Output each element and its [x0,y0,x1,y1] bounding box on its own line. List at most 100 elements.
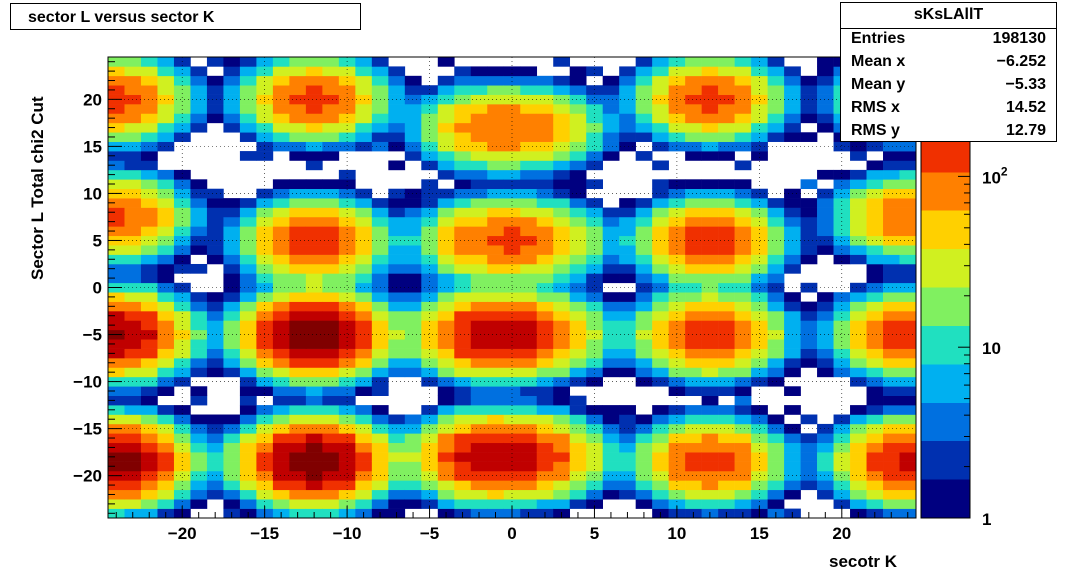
heatmap-cell [470,75,488,86]
heatmap-cell [883,273,900,284]
heatmap-cell [536,198,554,208]
heatmap-cell [289,273,307,284]
heatmap-cell [173,311,191,321]
heatmap-cell [124,85,142,95]
heatmap-cell [140,480,158,491]
heatmap-cell [437,226,455,237]
heatmap-cell [470,461,488,472]
heatmap-cell [520,160,538,171]
heatmap-cell [437,395,455,406]
heatmap-cell [817,216,834,227]
heatmap-cell [850,414,867,425]
heatmap-cell [800,320,818,331]
heatmap-cell [272,216,290,227]
heatmap-cell [108,442,125,453]
heatmap-cell [190,226,208,237]
heatmap-cell [817,339,834,349]
heatmap-cell [272,339,290,349]
heatmap-cell [883,226,900,237]
heatmap-cell [883,339,900,349]
heatmap-cell [487,245,505,255]
heatmap-cell [866,329,884,340]
heatmap-cell [883,452,900,462]
heatmap-cell [668,442,686,453]
stats-key: RMS y [851,122,900,139]
heatmap-cell [569,480,587,491]
heatmap-cell [404,292,422,302]
heatmap-cell [289,405,307,415]
heatmap-cell [751,329,768,340]
heatmap-cell [322,263,340,274]
heatmap-cell [421,423,439,434]
heatmap-cell [701,57,719,67]
heatmap-cell [619,405,636,415]
heatmap-cell [322,207,340,218]
heatmap-cell [586,358,603,368]
heatmap-cell [437,376,455,387]
heatmap-cell [767,292,785,302]
heatmap-cell [718,226,735,237]
heatmap-cell [223,414,241,425]
heatmap-cell [635,66,653,77]
heatmap-cell [899,151,916,161]
heatmap-cell [289,376,307,387]
heatmap-cell [157,386,175,396]
heatmap-cell [701,386,719,396]
heatmap-cell [157,235,175,246]
heatmap-cell [487,301,505,312]
heatmap-cell [140,216,158,227]
heatmap-cell [503,339,521,349]
heatmap-cell [520,169,538,180]
heatmap-cell [800,104,818,114]
heatmap-cell [470,442,488,453]
heatmap-cell [470,85,488,95]
heatmap-cell [355,66,373,77]
heatmap-cell [817,226,834,237]
heatmap-cell [602,254,620,265]
heatmap-cell [388,66,406,77]
heatmap-cell [586,367,603,378]
heatmap-cell [322,282,340,293]
heatmap-cell [652,499,669,509]
y-tick-label: −5 [83,326,102,345]
heatmap-cell [635,263,653,274]
heatmap-cell [173,442,191,453]
heatmap-cell [487,66,505,77]
heatmap-cell [437,245,455,255]
heatmap-cell [289,188,307,199]
heatmap-cell [833,141,851,152]
heatmap-cell [108,320,125,331]
heatmap-cell [421,198,439,208]
heatmap-cell [635,442,653,453]
heatmap-cell [833,339,851,349]
heatmap-cell [322,499,340,509]
heatmap-cell [685,339,702,349]
heatmap-cell [817,480,834,491]
heatmap-cell [685,188,702,199]
heatmap-cell [635,433,653,444]
heatmap-cell [404,235,422,246]
heatmap-cell [108,245,125,255]
heatmap-cell [553,442,571,453]
heatmap-cell [734,94,752,105]
heatmap-cell [536,386,554,396]
heatmap-cell [767,489,785,500]
heatmap-cell [355,433,373,444]
heatmap-cell [487,470,505,481]
heatmap-cell [239,414,257,425]
heatmap-cell [784,254,801,265]
heatmap-cell [520,85,538,95]
heatmap-cell [668,301,686,312]
heatmap-cell [734,348,752,359]
heatmap-cell [767,339,785,349]
heatmap-cell [751,198,768,208]
heatmap-cell [569,94,587,105]
heatmap-cell [371,198,389,208]
heatmap-cell [470,179,488,190]
heatmap-cell [701,235,719,246]
heatmap-cell [223,480,241,491]
heatmap-cell [487,480,505,491]
heatmap-cell [470,292,488,302]
heatmap-cell [157,85,175,95]
heatmap-cell [124,75,142,86]
